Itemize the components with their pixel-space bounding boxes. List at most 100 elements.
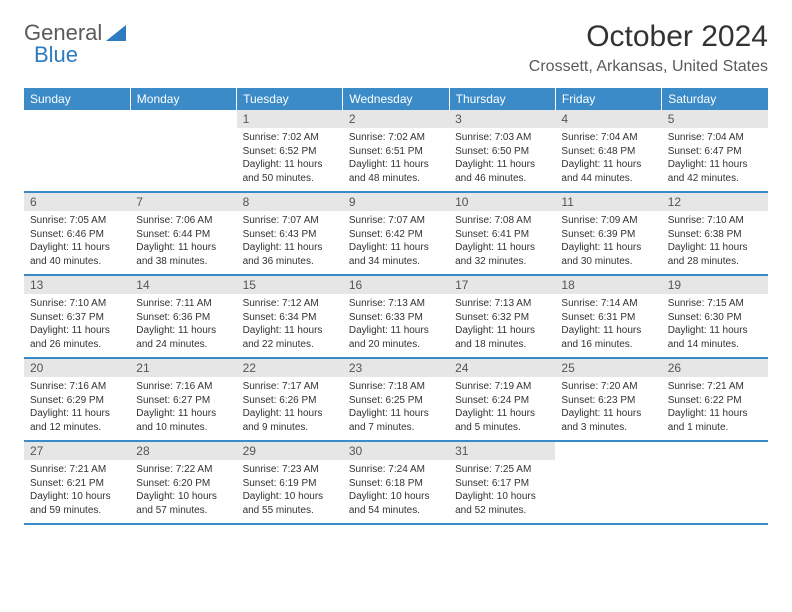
day-detail-cell: Sunrise: 7:23 AMSunset: 6:19 PMDaylight:…: [237, 460, 343, 524]
logo-triangle-icon: [106, 25, 126, 41]
sunset-text: Sunset: 6:17 PM: [455, 477, 549, 491]
sunset-text: Sunset: 6:34 PM: [243, 311, 337, 325]
sunset-text: Sunset: 6:37 PM: [30, 311, 124, 325]
day-number-cell: 5: [662, 110, 768, 128]
day-number-cell: 4: [555, 110, 661, 128]
sunrise-text: Sunrise: 7:18 AM: [349, 380, 443, 394]
day-number-cell: 23: [343, 358, 449, 377]
daylight-text: Daylight: 11 hours and 16 minutes.: [561, 324, 655, 351]
day-detail-cell: Sunrise: 7:13 AMSunset: 6:33 PMDaylight:…: [343, 294, 449, 358]
daylight-text: Daylight: 10 hours and 55 minutes.: [243, 490, 337, 517]
day-detail-cell: Sunrise: 7:04 AMSunset: 6:47 PMDaylight:…: [662, 128, 768, 192]
sunset-text: Sunset: 6:39 PM: [561, 228, 655, 242]
month-title: October 2024: [529, 20, 768, 54]
sunrise-text: Sunrise: 7:05 AM: [30, 214, 124, 228]
day-detail-cell: Sunrise: 7:06 AMSunset: 6:44 PMDaylight:…: [130, 211, 236, 275]
daylight-text: Daylight: 11 hours and 26 minutes.: [30, 324, 124, 351]
sunset-text: Sunset: 6:32 PM: [455, 311, 549, 325]
daylight-text: Daylight: 11 hours and 32 minutes.: [455, 241, 549, 268]
sunrise-text: Sunrise: 7:16 AM: [136, 380, 230, 394]
day-number-cell: [555, 441, 661, 460]
day-number-cell: 13: [24, 275, 130, 294]
day-number-cell: [130, 110, 236, 128]
day-number-cell: 11: [555, 192, 661, 211]
day-detail-row: Sunrise: 7:16 AMSunset: 6:29 PMDaylight:…: [24, 377, 768, 441]
sunset-text: Sunset: 6:50 PM: [455, 145, 549, 159]
day-detail-cell: [24, 128, 130, 192]
daylight-text: Daylight: 11 hours and 24 minutes.: [136, 324, 230, 351]
daylight-text: Daylight: 11 hours and 10 minutes.: [136, 407, 230, 434]
daylight-text: Daylight: 11 hours and 28 minutes.: [668, 241, 762, 268]
day-header-row: Sunday Monday Tuesday Wednesday Thursday…: [24, 88, 768, 110]
sunrise-text: Sunrise: 7:22 AM: [136, 463, 230, 477]
daylight-text: Daylight: 10 hours and 52 minutes.: [455, 490, 549, 517]
day-number-cell: 3: [449, 110, 555, 128]
day-detail-cell: Sunrise: 7:04 AMSunset: 6:48 PMDaylight:…: [555, 128, 661, 192]
day-detail-cell: Sunrise: 7:10 AMSunset: 6:38 PMDaylight:…: [662, 211, 768, 275]
day-detail-cell: Sunrise: 7:07 AMSunset: 6:43 PMDaylight:…: [237, 211, 343, 275]
day-detail-cell: Sunrise: 7:14 AMSunset: 6:31 PMDaylight:…: [555, 294, 661, 358]
sunset-text: Sunset: 6:33 PM: [349, 311, 443, 325]
day-number-cell: 28: [130, 441, 236, 460]
daylight-text: Daylight: 11 hours and 7 minutes.: [349, 407, 443, 434]
sunset-text: Sunset: 6:22 PM: [668, 394, 762, 408]
sunset-text: Sunset: 6:19 PM: [243, 477, 337, 491]
day-number-cell: 27: [24, 441, 130, 460]
day-number-cell: 17: [449, 275, 555, 294]
daylight-text: Daylight: 10 hours and 57 minutes.: [136, 490, 230, 517]
day-detail-cell: Sunrise: 7:21 AMSunset: 6:22 PMDaylight:…: [662, 377, 768, 441]
sunset-text: Sunset: 6:44 PM: [136, 228, 230, 242]
day-detail-cell: Sunrise: 7:08 AMSunset: 6:41 PMDaylight:…: [449, 211, 555, 275]
day-number-row: 6789101112: [24, 192, 768, 211]
sunset-text: Sunset: 6:26 PM: [243, 394, 337, 408]
daylight-text: Daylight: 11 hours and 48 minutes.: [349, 158, 443, 185]
day-detail-cell: Sunrise: 7:16 AMSunset: 6:29 PMDaylight:…: [24, 377, 130, 441]
sunrise-text: Sunrise: 7:02 AM: [243, 131, 337, 145]
calendar-page: General October 2024 Crossett, Arkansas,…: [0, 0, 792, 545]
daylight-text: Daylight: 11 hours and 44 minutes.: [561, 158, 655, 185]
sunset-text: Sunset: 6:41 PM: [455, 228, 549, 242]
day-detail-cell: Sunrise: 7:11 AMSunset: 6:36 PMDaylight:…: [130, 294, 236, 358]
sunrise-text: Sunrise: 7:25 AM: [455, 463, 549, 477]
daylight-text: Daylight: 11 hours and 30 minutes.: [561, 241, 655, 268]
daylight-text: Daylight: 10 hours and 59 minutes.: [30, 490, 124, 517]
sunset-text: Sunset: 6:42 PM: [349, 228, 443, 242]
day-detail-cell: Sunrise: 7:02 AMSunset: 6:51 PMDaylight:…: [343, 128, 449, 192]
day-detail-cell: Sunrise: 7:20 AMSunset: 6:23 PMDaylight:…: [555, 377, 661, 441]
daylight-text: Daylight: 11 hours and 20 minutes.: [349, 324, 443, 351]
day-number-cell: 16: [343, 275, 449, 294]
sunset-text: Sunset: 6:23 PM: [561, 394, 655, 408]
sunrise-text: Sunrise: 7:15 AM: [668, 297, 762, 311]
sunset-text: Sunset: 6:31 PM: [561, 311, 655, 325]
day-detail-cell: Sunrise: 7:24 AMSunset: 6:18 PMDaylight:…: [343, 460, 449, 524]
sunrise-text: Sunrise: 7:10 AM: [30, 297, 124, 311]
sunrise-text: Sunrise: 7:12 AM: [243, 297, 337, 311]
sunrise-text: Sunrise: 7:19 AM: [455, 380, 549, 394]
sunset-text: Sunset: 6:20 PM: [136, 477, 230, 491]
day-number-cell: 15: [237, 275, 343, 294]
day-detail-cell: [662, 460, 768, 524]
page-header: General October 2024 Crossett, Arkansas,…: [24, 20, 768, 76]
daylight-text: Daylight: 11 hours and 1 minute.: [668, 407, 762, 434]
day-header: Saturday: [662, 88, 768, 110]
daylight-text: Daylight: 11 hours and 38 minutes.: [136, 241, 230, 268]
day-number-cell: 18: [555, 275, 661, 294]
logo-text-2: Blue: [34, 42, 78, 68]
daylight-text: Daylight: 11 hours and 34 minutes.: [349, 241, 443, 268]
sunrise-text: Sunrise: 7:02 AM: [349, 131, 443, 145]
day-detail-cell: Sunrise: 7:19 AMSunset: 6:24 PMDaylight:…: [449, 377, 555, 441]
daylight-text: Daylight: 11 hours and 9 minutes.: [243, 407, 337, 434]
day-detail-row: Sunrise: 7:02 AMSunset: 6:52 PMDaylight:…: [24, 128, 768, 192]
daylight-text: Daylight: 11 hours and 36 minutes.: [243, 241, 337, 268]
day-detail-cell: Sunrise: 7:16 AMSunset: 6:27 PMDaylight:…: [130, 377, 236, 441]
day-detail-cell: Sunrise: 7:13 AMSunset: 6:32 PMDaylight:…: [449, 294, 555, 358]
day-number-cell: 25: [555, 358, 661, 377]
daylight-text: Daylight: 11 hours and 40 minutes.: [30, 241, 124, 268]
day-number-cell: 7: [130, 192, 236, 211]
sunrise-text: Sunrise: 7:04 AM: [561, 131, 655, 145]
day-number-cell: 20: [24, 358, 130, 377]
day-number-row: 2728293031: [24, 441, 768, 460]
day-number-cell: 24: [449, 358, 555, 377]
sunrise-text: Sunrise: 7:11 AM: [136, 297, 230, 311]
sunset-text: Sunset: 6:36 PM: [136, 311, 230, 325]
